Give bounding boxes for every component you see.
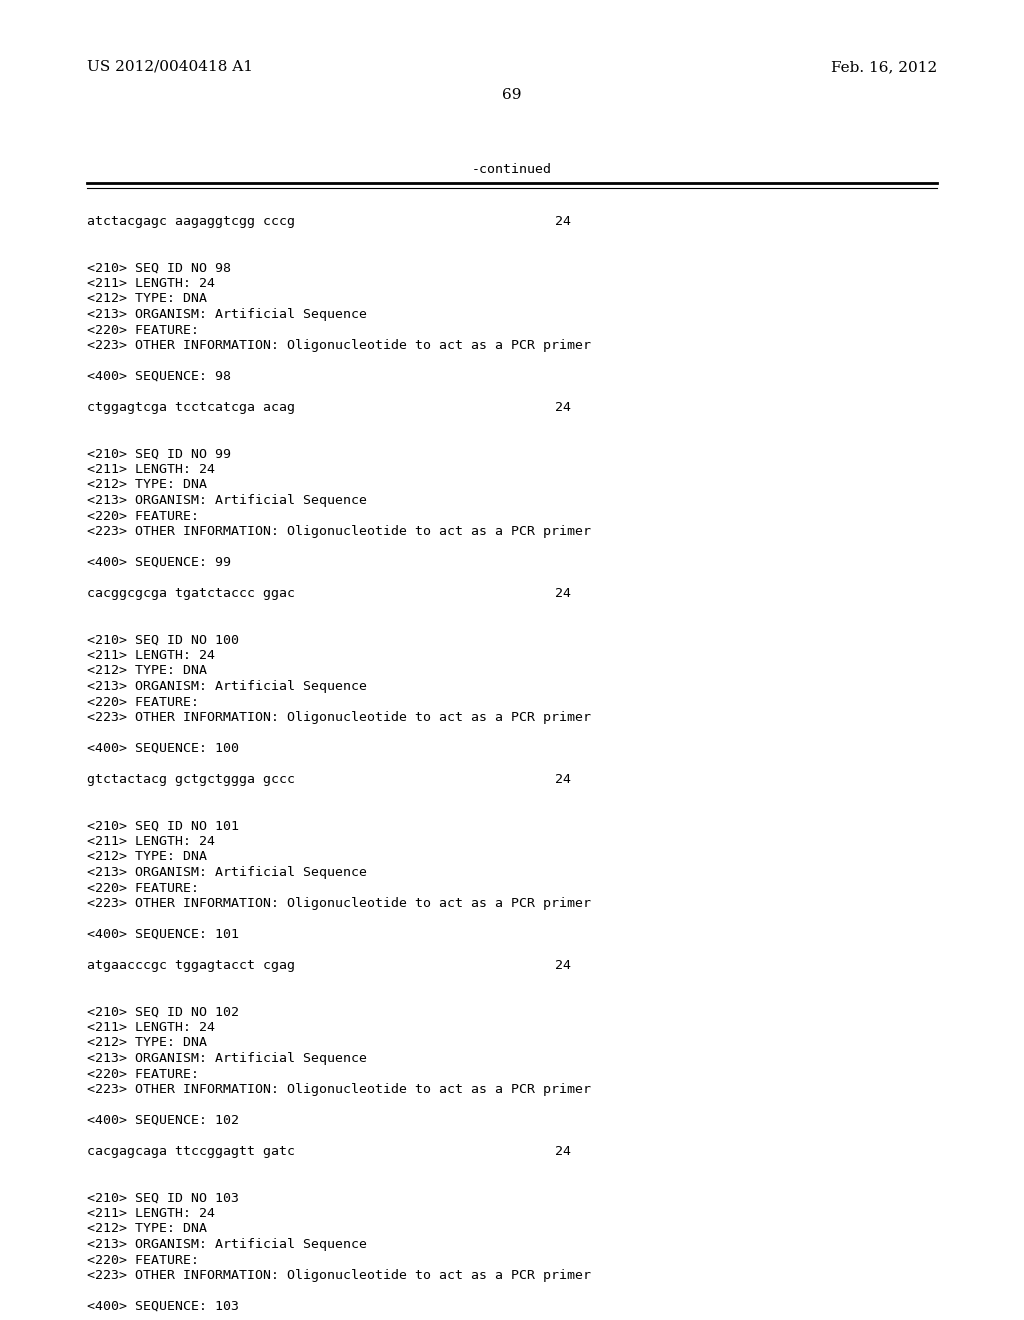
Text: 69: 69 [502, 88, 522, 102]
Text: <211> LENGTH: 24: <211> LENGTH: 24 [87, 463, 215, 477]
Text: <220> FEATURE:: <220> FEATURE: [87, 1068, 199, 1081]
Text: <213> ORGANISM: Artificial Sequence: <213> ORGANISM: Artificial Sequence [87, 1052, 367, 1065]
Text: atctacgagc aagaggtcgg cccg: atctacgagc aagaggtcgg cccg [87, 215, 295, 228]
Text: gtctactacg gctgctggga gccc: gtctactacg gctgctggga gccc [87, 774, 295, 785]
Text: <211> LENGTH: 24: <211> LENGTH: 24 [87, 1020, 215, 1034]
Text: US 2012/0040418 A1: US 2012/0040418 A1 [87, 59, 253, 74]
Text: <212> TYPE: DNA: <212> TYPE: DNA [87, 1036, 207, 1049]
Text: <210> SEQ ID NO 98: <210> SEQ ID NO 98 [87, 261, 231, 275]
Text: <220> FEATURE:: <220> FEATURE: [87, 323, 199, 337]
Text: 24: 24 [555, 401, 571, 414]
Text: <212> TYPE: DNA: <212> TYPE: DNA [87, 1222, 207, 1236]
Text: <213> ORGANISM: Artificial Sequence: <213> ORGANISM: Artificial Sequence [87, 1238, 367, 1251]
Text: cacgagcaga ttccggagtt gatc: cacgagcaga ttccggagtt gatc [87, 1144, 295, 1158]
Text: <400> SEQUENCE: 102: <400> SEQUENCE: 102 [87, 1114, 239, 1127]
Text: <220> FEATURE:: <220> FEATURE: [87, 510, 199, 523]
Text: <211> LENGTH: 24: <211> LENGTH: 24 [87, 836, 215, 847]
Text: <220> FEATURE:: <220> FEATURE: [87, 1254, 199, 1266]
Text: <220> FEATURE:: <220> FEATURE: [87, 696, 199, 709]
Text: <210> SEQ ID NO 103: <210> SEQ ID NO 103 [87, 1192, 239, 1204]
Text: <213> ORGANISM: Artificial Sequence: <213> ORGANISM: Artificial Sequence [87, 680, 367, 693]
Text: <223> OTHER INFORMATION: Oligonucleotide to act as a PCR primer: <223> OTHER INFORMATION: Oligonucleotide… [87, 898, 591, 909]
Text: <210> SEQ ID NO 99: <210> SEQ ID NO 99 [87, 447, 231, 461]
Text: <211> LENGTH: 24: <211> LENGTH: 24 [87, 1206, 215, 1220]
Text: <213> ORGANISM: Artificial Sequence: <213> ORGANISM: Artificial Sequence [87, 866, 367, 879]
Text: <213> ORGANISM: Artificial Sequence: <213> ORGANISM: Artificial Sequence [87, 308, 367, 321]
Text: <400> SEQUENCE: 100: <400> SEQUENCE: 100 [87, 742, 239, 755]
Text: 24: 24 [555, 215, 571, 228]
Text: <210> SEQ ID NO 100: <210> SEQ ID NO 100 [87, 634, 239, 647]
Text: ctggagtcga tcctcatcga acag: ctggagtcga tcctcatcga acag [87, 401, 295, 414]
Text: <212> TYPE: DNA: <212> TYPE: DNA [87, 664, 207, 677]
Text: 24: 24 [555, 587, 571, 601]
Text: <223> OTHER INFORMATION: Oligonucleotide to act as a PCR primer: <223> OTHER INFORMATION: Oligonucleotide… [87, 711, 591, 723]
Text: <212> TYPE: DNA: <212> TYPE: DNA [87, 850, 207, 863]
Text: <223> OTHER INFORMATION: Oligonucleotide to act as a PCR primer: <223> OTHER INFORMATION: Oligonucleotide… [87, 525, 591, 539]
Text: <400> SEQUENCE: 103: <400> SEQUENCE: 103 [87, 1300, 239, 1313]
Text: 24: 24 [555, 960, 571, 972]
Text: <210> SEQ ID NO 102: <210> SEQ ID NO 102 [87, 1006, 239, 1019]
Text: <223> OTHER INFORMATION: Oligonucleotide to act as a PCR primer: <223> OTHER INFORMATION: Oligonucleotide… [87, 1269, 591, 1282]
Text: 24: 24 [555, 1144, 571, 1158]
Text: <211> LENGTH: 24: <211> LENGTH: 24 [87, 649, 215, 663]
Text: <223> OTHER INFORMATION: Oligonucleotide to act as a PCR primer: <223> OTHER INFORMATION: Oligonucleotide… [87, 1082, 591, 1096]
Text: atgaacccgc tggagtacct cgag: atgaacccgc tggagtacct cgag [87, 960, 295, 972]
Text: <223> OTHER INFORMATION: Oligonucleotide to act as a PCR primer: <223> OTHER INFORMATION: Oligonucleotide… [87, 339, 591, 352]
Text: -continued: -continued [472, 162, 552, 176]
Text: <212> TYPE: DNA: <212> TYPE: DNA [87, 479, 207, 491]
Text: <211> LENGTH: 24: <211> LENGTH: 24 [87, 277, 215, 290]
Text: <220> FEATURE:: <220> FEATURE: [87, 882, 199, 895]
Text: <212> TYPE: DNA: <212> TYPE: DNA [87, 293, 207, 305]
Text: Feb. 16, 2012: Feb. 16, 2012 [830, 59, 937, 74]
Text: cacggcgcga tgatctaccc ggac: cacggcgcga tgatctaccc ggac [87, 587, 295, 601]
Text: <400> SEQUENCE: 99: <400> SEQUENCE: 99 [87, 556, 231, 569]
Text: <400> SEQUENCE: 98: <400> SEQUENCE: 98 [87, 370, 231, 383]
Text: 24: 24 [555, 774, 571, 785]
Text: <400> SEQUENCE: 101: <400> SEQUENCE: 101 [87, 928, 239, 941]
Text: <213> ORGANISM: Artificial Sequence: <213> ORGANISM: Artificial Sequence [87, 494, 367, 507]
Text: <210> SEQ ID NO 101: <210> SEQ ID NO 101 [87, 820, 239, 833]
